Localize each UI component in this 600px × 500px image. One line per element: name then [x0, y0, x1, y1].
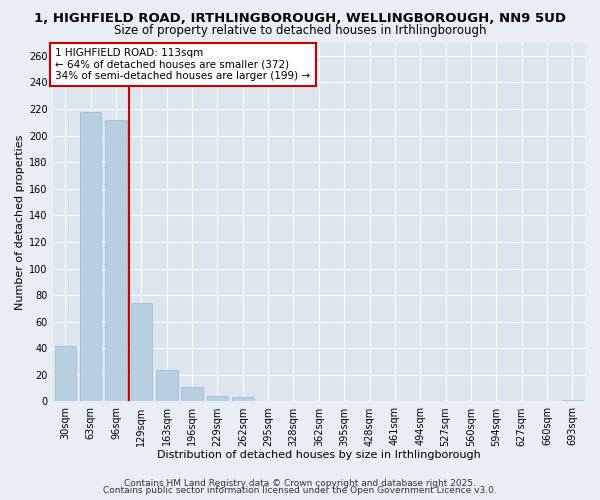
Text: 1 HIGHFIELD ROAD: 113sqm
← 64% of detached houses are smaller (372)
34% of semi-: 1 HIGHFIELD ROAD: 113sqm ← 64% of detach…	[55, 48, 310, 81]
Bar	[55, 346, 76, 402]
Bar	[562, 400, 583, 402]
Bar	[80, 112, 101, 402]
Bar	[181, 387, 203, 402]
Bar	[206, 396, 228, 402]
Bar	[232, 398, 254, 402]
Bar	[105, 120, 127, 402]
Text: Size of property relative to detached houses in Irthlingborough: Size of property relative to detached ho…	[114, 24, 486, 37]
Text: 1, HIGHFIELD ROAD, IRTHLINGBOROUGH, WELLINGBOROUGH, NN9 5UD: 1, HIGHFIELD ROAD, IRTHLINGBOROUGH, WELL…	[34, 12, 566, 26]
Text: Contains public sector information licensed under the Open Government Licence v3: Contains public sector information licen…	[103, 486, 497, 495]
X-axis label: Distribution of detached houses by size in Irthlingborough: Distribution of detached houses by size …	[157, 450, 481, 460]
Text: Contains HM Land Registry data © Crown copyright and database right 2025.: Contains HM Land Registry data © Crown c…	[124, 478, 476, 488]
Y-axis label: Number of detached properties: Number of detached properties	[15, 134, 25, 310]
Bar	[131, 303, 152, 402]
Bar	[156, 370, 178, 402]
